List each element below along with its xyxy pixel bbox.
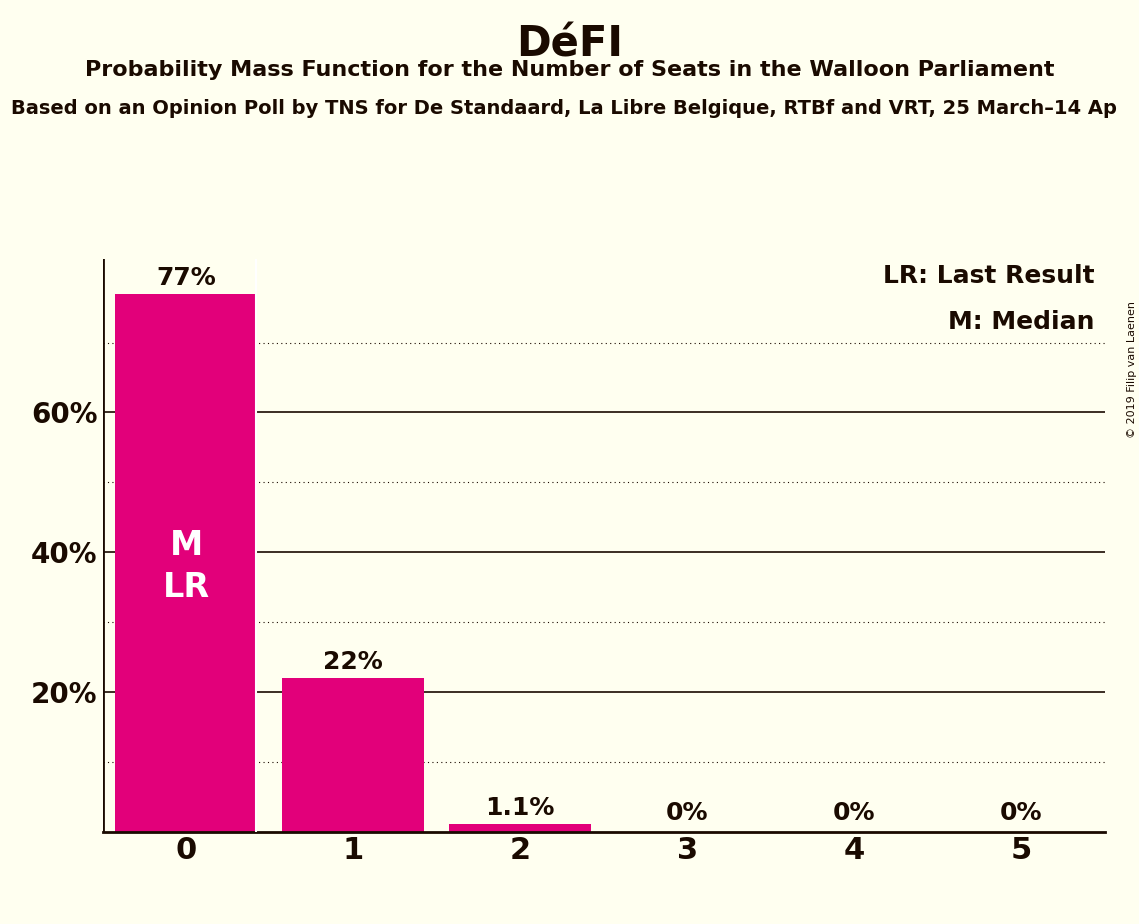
Text: 77%: 77% — [156, 266, 216, 290]
Text: 0%: 0% — [1000, 800, 1042, 824]
Text: Based on an Opinion Poll by TNS for De Standaard, La Libre Belgique, RTBf and VR: Based on an Opinion Poll by TNS for De S… — [11, 99, 1117, 118]
Bar — [282, 678, 424, 832]
Text: M: M — [170, 529, 203, 562]
Bar — [115, 294, 257, 832]
Text: 0%: 0% — [833, 800, 876, 824]
Text: © 2019 Filip van Laenen: © 2019 Filip van Laenen — [1126, 301, 1137, 438]
Text: 22%: 22% — [323, 650, 383, 675]
Text: DéFI: DéFI — [516, 23, 623, 65]
Bar — [449, 824, 591, 832]
Text: LR: LR — [163, 571, 210, 603]
Text: 1.1%: 1.1% — [485, 796, 555, 821]
Text: 0%: 0% — [666, 800, 708, 824]
Text: M: Median: M: Median — [949, 310, 1095, 334]
Text: Probability Mass Function for the Number of Seats in the Walloon Parliament: Probability Mass Function for the Number… — [84, 60, 1055, 80]
Text: LR: Last Result: LR: Last Result — [883, 264, 1095, 288]
